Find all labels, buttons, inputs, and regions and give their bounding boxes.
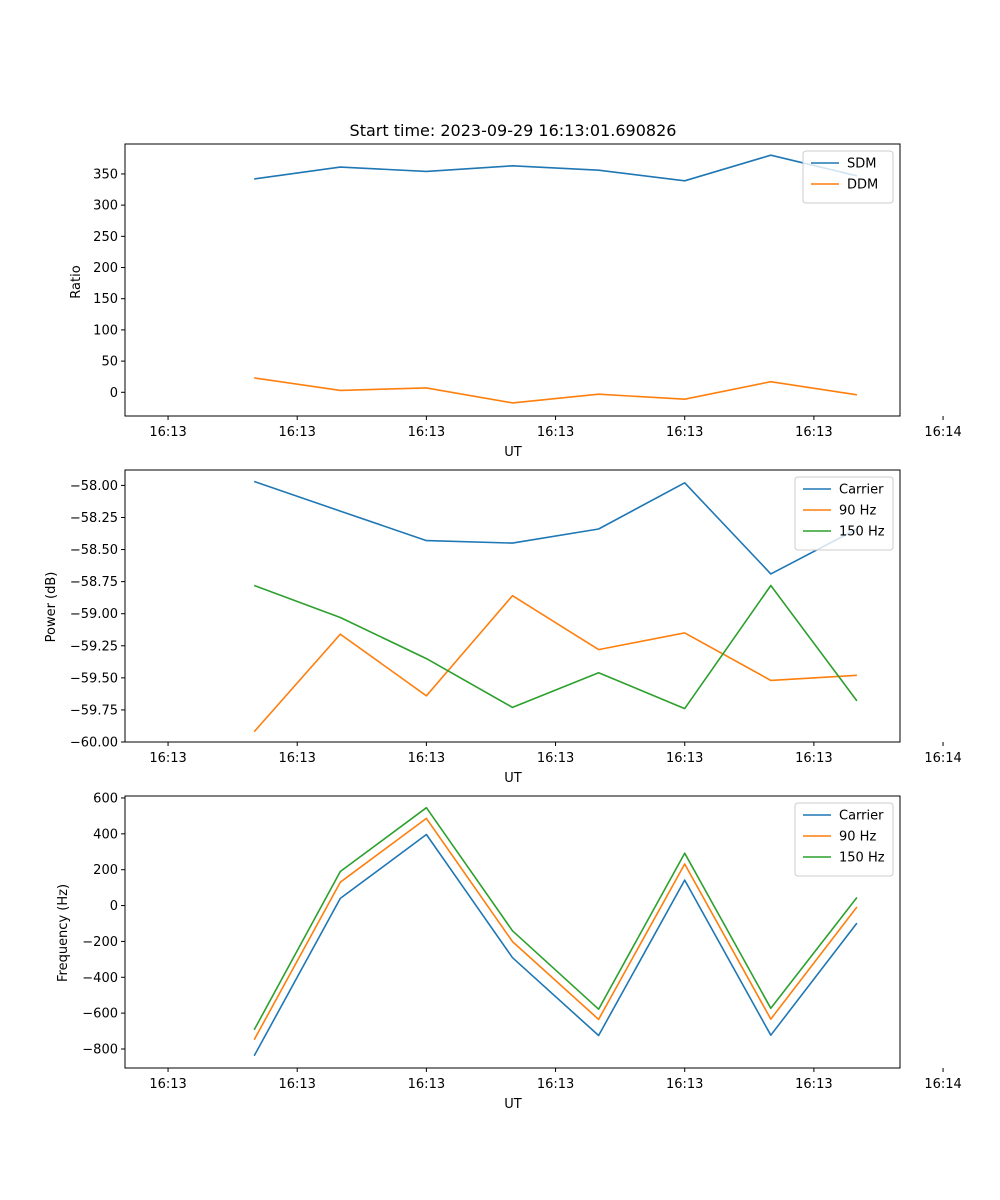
y-tick-label: −59.00	[70, 607, 118, 622]
x-tick-label: 16:14	[924, 425, 961, 440]
y-tick-label: −600	[82, 1007, 118, 1022]
legend-label: 90 Hz	[839, 830, 876, 845]
x-tick-label: 16:13	[537, 425, 574, 440]
x-tick-label: 16:14	[924, 751, 961, 766]
x-tick-label: 16:13	[795, 1077, 832, 1092]
x-tick-label: 16:13	[278, 751, 315, 766]
legend-label: Carrier	[839, 483, 884, 498]
y-tick-label: −58.50	[70, 543, 118, 558]
ratio-panel: Start time: 2023-09-29 16:13:01.690826 U…	[69, 121, 962, 460]
axes-frame	[124, 795, 901, 1069]
y-tick-label: −800	[82, 1042, 118, 1057]
y-tick-label: −58.75	[70, 575, 118, 590]
x-tick-label: 16:13	[537, 1077, 574, 1092]
series-line-sdm	[254, 154, 858, 182]
x-tick-label: 16:13	[795, 751, 832, 766]
x-tick-label: 16:13	[666, 1077, 703, 1092]
y-tick-label: −59.50	[70, 671, 118, 686]
y-tick-label: −60.00	[70, 736, 118, 751]
y-tick-label: 350	[93, 167, 118, 182]
y-tick-label: 100	[93, 323, 118, 338]
y-axis-label: Power (dB)	[44, 572, 59, 643]
legend: Carrier 90 Hz 150 Hz	[794, 802, 894, 877]
series-line-90-hz	[253, 594, 857, 733]
y-tick-label: −59.75	[70, 703, 118, 718]
y-tick-label: 400	[93, 827, 118, 842]
legend-label: 150 Hz	[839, 525, 885, 540]
legend-label: 150 Hz	[839, 851, 885, 866]
x-tick-label: 16:13	[149, 751, 186, 766]
series-line-carrier	[253, 833, 858, 1057]
y-tick-label: −400	[82, 971, 118, 986]
x-tick-label: 16:13	[278, 425, 315, 440]
x-tick-label: 16:13	[537, 751, 574, 766]
legend-label: DDM	[847, 178, 878, 193]
y-tick-label: −58.25	[70, 511, 118, 526]
x-tick-label: 16:14	[924, 1077, 961, 1092]
y-tick-label: 200	[93, 863, 118, 878]
series-line-150-hz	[253, 584, 858, 710]
series-line-90-hz	[253, 817, 858, 1041]
y-axis-label: Frequency (Hz)	[56, 884, 71, 982]
y-tick-label: 600	[93, 791, 118, 806]
y-tick-label: −58.00	[70, 479, 118, 494]
x-axis-label: UT	[504, 1097, 522, 1112]
x-axis-label: UT	[504, 445, 522, 460]
legend: SDM DDM	[802, 150, 894, 204]
series-line-carrier	[253, 480, 858, 575]
series-line-150-hz	[253, 806, 858, 1031]
y-tick-label: 0	[110, 899, 118, 914]
x-tick-label: 16:13	[408, 425, 445, 440]
x-tick-label: 16:13	[666, 425, 703, 440]
y-tick-label: 250	[93, 230, 118, 245]
y-tick-label: 300	[93, 199, 118, 214]
y-tick-label: −59.25	[70, 639, 118, 654]
x-tick-label: 16:13	[408, 751, 445, 766]
y-tick-label: 150	[93, 292, 118, 307]
x-tick-label: 16:13	[278, 1077, 315, 1092]
axes-frame	[124, 469, 901, 743]
y-tick-label: 200	[93, 261, 118, 276]
y-tick-label: 0	[110, 386, 118, 401]
figure-title: Start time: 2023-09-29 16:13:01.690826	[350, 121, 677, 140]
power-panel: UT Power (dB) 16:13 16:13 16:13 16:13 16:13 1…	[44, 469, 962, 786]
x-tick-label: 16:13	[408, 1077, 445, 1092]
y-tick-label: −200	[82, 935, 118, 950]
legend-label: 90 Hz	[839, 504, 876, 519]
x-tick-label: 16:13	[149, 1077, 186, 1092]
legend-box	[802, 150, 894, 204]
frequency-panel: UT Frequency (Hz) 16:13 16:13 16:13 16:13 16…	[56, 791, 962, 1112]
legend-label: Carrier	[839, 809, 884, 824]
axes-frame	[124, 143, 901, 417]
series-line-ddm	[254, 377, 858, 404]
x-tick-label: 16:13	[149, 425, 186, 440]
legend: Carrier 90 Hz 150 Hz	[794, 476, 894, 551]
legend-label: SDM	[847, 157, 876, 172]
y-tick-label: 50	[101, 355, 118, 370]
y-axis-label: Ratio	[69, 265, 84, 298]
x-tick-label: 16:13	[795, 425, 832, 440]
x-tick-label: 16:13	[666, 751, 703, 766]
x-axis-label: UT	[504, 771, 522, 786]
